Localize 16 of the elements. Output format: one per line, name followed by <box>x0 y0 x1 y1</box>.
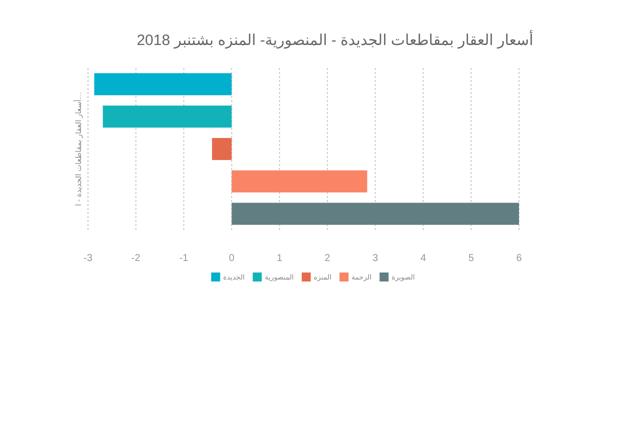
x-tick-label: 2 <box>324 253 331 264</box>
x-tick-label: -1 <box>179 253 189 264</box>
x-tick-label: 4 <box>420 253 426 264</box>
chart-title: أسعار العقار بمقاطعات الجديدة - المنصورية- المنزه بشتنبر 2018 <box>136 30 534 49</box>
bar <box>232 202 519 225</box>
x-tick-label: 3 <box>372 253 379 264</box>
bar <box>212 138 232 160</box>
x-tick-label: 1 <box>276 253 283 264</box>
x-tick-label: -2 <box>131 253 141 264</box>
x-tick-label: 0 <box>228 253 235 264</box>
bar <box>232 170 368 192</box>
bar <box>94 73 232 96</box>
x-tick-label: -3 <box>84 253 93 264</box>
bar <box>102 106 232 128</box>
x-tick-label: 6 <box>516 253 522 264</box>
x-tick-label: 5 <box>468 253 474 264</box>
